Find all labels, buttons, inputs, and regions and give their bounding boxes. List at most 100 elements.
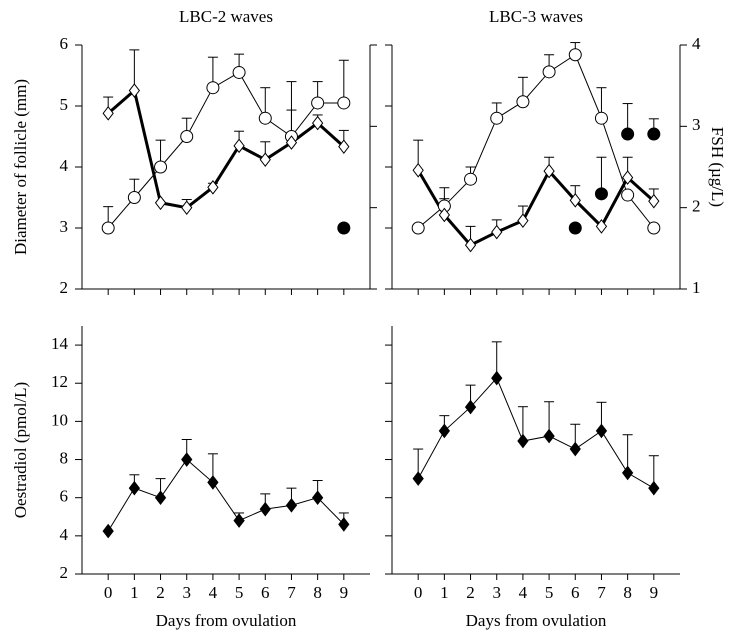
- marker: [648, 193, 660, 209]
- marker: [438, 423, 450, 439]
- x-tick-label: 1: [130, 583, 139, 602]
- marker: [312, 490, 324, 506]
- series-line: [416, 168, 655, 247]
- y-tick-label: 12: [51, 372, 68, 391]
- marker: [464, 399, 477, 415]
- panel-title: LBC-3 waves: [489, 7, 583, 26]
- x-tick-label: 2: [466, 583, 475, 602]
- marker: [464, 172, 478, 186]
- x-tick-label: 4: [209, 583, 218, 602]
- marker: [569, 193, 581, 208]
- y-tick-label: 2: [60, 278, 69, 297]
- marker: [285, 135, 298, 150]
- y-tick-label: 3: [60, 217, 69, 236]
- y-tick-label: 4: [60, 156, 69, 175]
- marker: [338, 139, 350, 154]
- x-tick-label: 4: [519, 583, 528, 602]
- marker: [491, 370, 503, 386]
- x-tick-label: 8: [623, 583, 632, 602]
- marker: [285, 498, 298, 513]
- marker: [569, 441, 581, 457]
- x-axis-label: Days from ovulation: [466, 611, 607, 630]
- marker: [127, 191, 141, 204]
- marker: [233, 138, 245, 154]
- marker: [621, 127, 635, 141]
- marker: [338, 517, 350, 532]
- marker: [128, 83, 140, 98]
- x-axis-label: Days from ovulation: [156, 611, 297, 630]
- marker: [411, 221, 425, 235]
- panel-title: LBC-2 waves: [179, 7, 273, 26]
- marker: [491, 224, 503, 240]
- marker: [516, 95, 530, 109]
- marker: [180, 130, 194, 143]
- marker: [337, 221, 351, 235]
- y-tick-label: 6: [60, 34, 69, 53]
- series-line: [417, 54, 655, 229]
- y-tick-label: 6: [60, 487, 69, 506]
- marker: [312, 115, 324, 131]
- marker: [568, 221, 582, 235]
- y-tick-label: 8: [60, 448, 69, 467]
- x-tick-label: 8: [313, 583, 322, 602]
- marker: [258, 111, 272, 125]
- y2-tick-label: 4: [692, 34, 701, 53]
- x-tick-label: 0: [104, 583, 113, 602]
- y-tick-label: 14: [51, 334, 69, 353]
- x-tick-label: 3: [492, 583, 501, 602]
- marker: [412, 471, 424, 486]
- marker: [154, 195, 167, 211]
- marker: [568, 48, 582, 62]
- marker: [622, 170, 634, 185]
- marker: [647, 221, 661, 235]
- y-tick-label: 5: [60, 95, 69, 114]
- marker: [207, 475, 219, 490]
- marker: [621, 188, 635, 202]
- marker: [154, 160, 168, 174]
- marker: [412, 162, 424, 178]
- y2-tick-label: 2: [692, 197, 701, 216]
- marker: [543, 428, 555, 444]
- marker: [181, 452, 193, 467]
- x-tick-label: 5: [545, 583, 554, 602]
- x-tick-label: 3: [182, 583, 191, 602]
- marker: [154, 490, 167, 506]
- x-tick-label: 7: [287, 583, 296, 602]
- marker: [207, 180, 219, 195]
- marker: [490, 111, 504, 125]
- series-line: [417, 377, 655, 489]
- marker: [622, 465, 634, 481]
- marker: [259, 152, 271, 168]
- series-line: [107, 458, 345, 532]
- marker: [517, 213, 529, 229]
- y-tick-label: 2: [60, 563, 69, 582]
- x-tick-label: 9: [340, 583, 349, 602]
- marker: [128, 480, 140, 496]
- marker: [438, 207, 450, 223]
- x-tick-label: 0: [414, 583, 423, 602]
- x-tick-label: 6: [261, 583, 270, 602]
- marker: [517, 433, 529, 449]
- marker: [337, 96, 351, 110]
- marker: [594, 111, 608, 125]
- x-tick-label: 9: [650, 583, 659, 602]
- x-tick-label: 1: [440, 583, 449, 602]
- marker: [542, 65, 556, 79]
- x-tick-label: 2: [156, 583, 165, 602]
- series-line: [107, 71, 344, 229]
- x-tick-label: 5: [235, 583, 244, 602]
- y-tick-label: 4: [60, 525, 69, 544]
- y2-tick-label: 3: [692, 115, 701, 134]
- x-tick-label: 6: [571, 583, 580, 602]
- marker: [232, 65, 246, 79]
- y-axis-label: Oestradiol (pmol/L): [11, 382, 30, 518]
- y-axis-label: Diameter of follicle (mm): [11, 79, 30, 255]
- marker: [101, 221, 115, 235]
- marker: [464, 237, 477, 253]
- marker: [543, 163, 555, 179]
- marker: [206, 81, 220, 95]
- marker: [259, 501, 271, 517]
- marker: [594, 187, 608, 201]
